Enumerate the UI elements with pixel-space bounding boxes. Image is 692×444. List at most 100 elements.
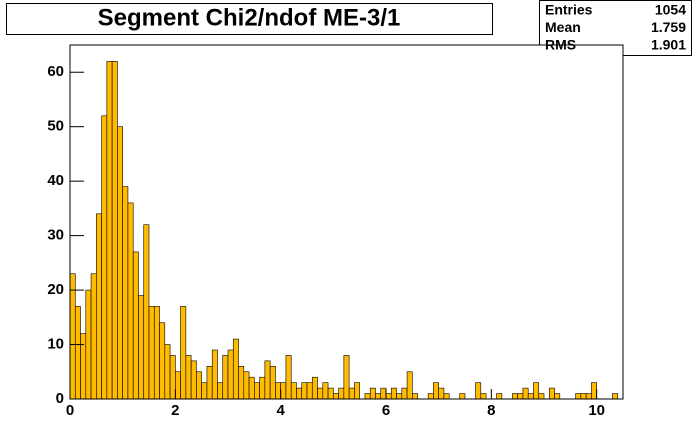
bar [285, 355, 292, 400]
stats-value: 1.901 [651, 37, 686, 53]
bar [185, 355, 192, 400]
bar [117, 126, 123, 400]
y-tick-label: 10 [47, 336, 64, 353]
bar [364, 393, 371, 400]
bar [143, 224, 150, 400]
bar [433, 382, 439, 400]
bar [412, 393, 418, 400]
x-tick-label: 4 [276, 402, 285, 419]
y-tick-label: 60 [47, 63, 64, 80]
bar [538, 393, 545, 400]
bar [459, 393, 466, 400]
bar [496, 393, 503, 400]
bar [269, 366, 276, 400]
stats-label: Entries [545, 2, 593, 18]
bar [438, 387, 445, 400]
plot-border [69, 44, 624, 400]
bar [148, 306, 155, 400]
bar [317, 387, 324, 400]
stats-label: Mean [545, 19, 581, 35]
bar [290, 382, 297, 400]
bar [612, 393, 619, 400]
title-box [6, 3, 493, 35]
bar [254, 382, 260, 400]
bar [85, 289, 92, 400]
bar [522, 387, 529, 400]
bar [196, 371, 202, 400]
y-tick-label: 50 [47, 118, 64, 135]
stats-value: 1054 [655, 2, 686, 18]
bar [280, 382, 287, 400]
bar [443, 393, 450, 400]
chart-title: Segment Chi2/ndof ME-3/1 [98, 4, 401, 31]
bar [69, 273, 76, 400]
x-tick-label: 8 [487, 402, 495, 419]
bar [259, 376, 266, 400]
bar [232, 338, 239, 400]
bar [122, 186, 129, 400]
bar [74, 306, 81, 400]
x-tick-label: 0 [66, 402, 74, 419]
bar [127, 202, 134, 400]
bar [343, 355, 350, 400]
bar [527, 393, 534, 400]
x-tick-label: 2 [171, 402, 179, 419]
bar [333, 393, 339, 400]
stats-label: RMS [545, 37, 576, 53]
bar [153, 306, 160, 400]
bar [591, 382, 597, 400]
bar [306, 382, 313, 400]
bar [427, 393, 434, 400]
bar [575, 393, 582, 400]
bar [211, 349, 218, 400]
bar [475, 382, 482, 400]
bar [222, 355, 229, 400]
bar [348, 387, 355, 400]
bar [396, 393, 403, 400]
bar [401, 387, 408, 400]
bar [275, 382, 281, 400]
bar [201, 382, 208, 400]
x-tick-label: 10 [588, 402, 605, 419]
y-tick-label: 30 [47, 227, 64, 244]
bar [390, 387, 397, 400]
bar [90, 273, 97, 400]
bar [101, 115, 108, 400]
bar [380, 387, 387, 400]
bar [190, 360, 197, 400]
bar [159, 322, 166, 400]
bar [238, 366, 245, 400]
bar [327, 387, 334, 400]
stats-value: 1.759 [651, 19, 686, 35]
y-tick-label: 0 [56, 390, 64, 407]
bar [580, 393, 587, 400]
bar [132, 251, 139, 400]
bar [585, 393, 592, 400]
bar [138, 295, 145, 400]
bar [548, 387, 555, 400]
bar [169, 355, 176, 400]
bar [554, 393, 561, 400]
bar [338, 387, 345, 400]
bar [406, 371, 413, 400]
bar [369, 387, 376, 400]
bar [206, 366, 213, 400]
bar [354, 382, 360, 400]
bar [243, 371, 250, 400]
bar [296, 387, 303, 400]
bar [264, 360, 271, 400]
y-tick-label: 40 [47, 172, 64, 189]
bar [96, 213, 102, 400]
bar [322, 382, 329, 400]
bar [533, 382, 540, 400]
bar [512, 393, 518, 400]
bar [180, 306, 187, 400]
bar [227, 349, 234, 400]
x-tick-label: 6 [382, 402, 390, 419]
bar [164, 344, 171, 400]
bar [301, 382, 308, 400]
bar [111, 61, 118, 400]
bar [80, 333, 87, 400]
y-tick-label: 20 [47, 281, 64, 298]
